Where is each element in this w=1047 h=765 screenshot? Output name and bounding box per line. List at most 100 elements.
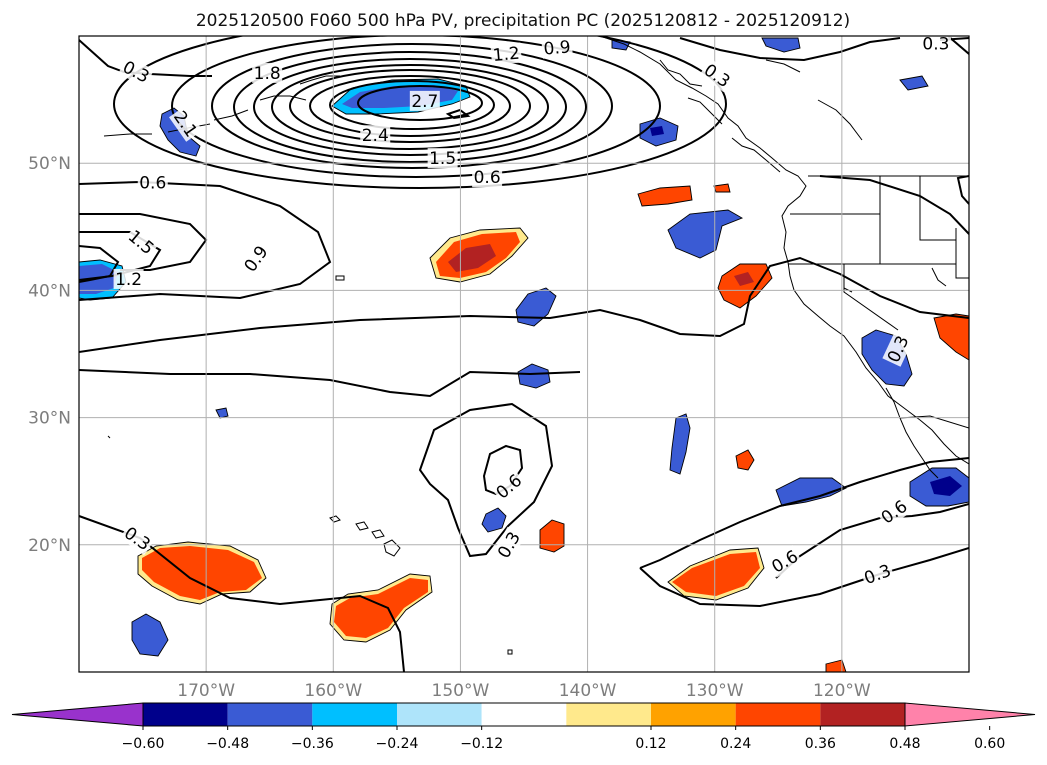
pv-contour	[775, 503, 969, 579]
island	[383, 539, 401, 557]
coastlines	[103, 36, 969, 479]
coastline	[687, 97, 723, 125]
coastline	[103, 133, 152, 137]
pv-contour	[289, 69, 531, 143]
lat-tick-label: 40°N	[28, 281, 71, 301]
pv-contour-label: 1.8	[252, 62, 283, 84]
island	[371, 529, 385, 539]
island	[335, 275, 345, 281]
pv-contour	[79, 256, 969, 353]
lat-tick-label: 20°N	[28, 536, 71, 556]
precip-positive-area	[933, 313, 969, 361]
precip-negative-area	[761, 37, 801, 53]
pv-label-text: 1.8	[254, 64, 281, 84]
pv-contour	[639, 547, 969, 608]
pv-label-text: 0.3	[922, 35, 949, 55]
pv-contour	[253, 58, 567, 156]
state-border	[955, 228, 969, 279]
pv-contour	[79, 369, 581, 398]
lat-tick-label: 50°N	[28, 154, 71, 174]
state-border	[843, 264, 899, 331]
coastline	[259, 95, 307, 101]
coastline	[659, 59, 703, 87]
island	[329, 515, 341, 523]
pv-label-text: 0.6	[139, 173, 166, 193]
lon-tick-label: 120°W	[813, 681, 871, 701]
pv-contour-label: 0.6	[137, 172, 168, 193]
pv-contour	[113, 36, 727, 189]
pv-contour	[357, 85, 483, 121]
pv-contour-label: 1.2	[113, 268, 144, 290]
coastline	[885, 387, 939, 479]
precip-negative-area	[131, 613, 169, 657]
island	[507, 649, 513, 655]
precip-positive-area	[637, 185, 693, 207]
precip-positive-area	[713, 183, 731, 193]
precip-negative-area	[899, 75, 929, 91]
precip-negative-area	[667, 209, 744, 259]
map-frame	[78, 35, 970, 673]
colorbar-bin	[481, 703, 567, 726]
pv-label-text: 1.5	[429, 149, 456, 169]
coastline	[599, 36, 969, 465]
latitude-ticks: 20°N 30°N 40°N 50°N	[28, 154, 71, 556]
pv-contour	[271, 64, 549, 150]
precip-positive-area	[334, 578, 428, 638]
precip-negative-area	[215, 407, 229, 419]
lon-tick-label: 160°W	[304, 681, 362, 701]
pv-contour	[329, 80, 495, 130]
pv-contour	[679, 37, 901, 62]
pv-contour-label: 2.4	[360, 125, 391, 146]
pv-label-text: 0.6	[474, 168, 501, 188]
pv-label-text: 0.9	[543, 37, 572, 59]
coastline	[731, 137, 781, 173]
pv-contour-label: 0.9	[541, 36, 573, 60]
island	[355, 521, 369, 531]
pv-contour	[79, 180, 332, 301]
gridlines	[79, 36, 969, 672]
political-borders	[788, 175, 969, 429]
colorbar-tick-label: −0.36	[291, 736, 334, 752]
colorbar-bin	[820, 703, 905, 726]
pv-contour	[482, 444, 524, 496]
pv-contour	[445, 108, 471, 120]
state-border	[919, 176, 956, 241]
colorbar-bin	[735, 703, 821, 726]
coastline	[765, 59, 801, 73]
colorbar-tick-label: −0.48	[206, 736, 249, 752]
lon-tick-label: 140°W	[559, 681, 617, 701]
colorbar-bin	[397, 703, 482, 726]
map-panel: 0.3 1.81.2 0.90.30.32.72.1 2.41.50.60.61.5 0…	[28, 35, 970, 701]
pv-contour	[956, 175, 969, 205]
precip-positive-area	[717, 263, 773, 309]
lat-tick-label: 30°N	[28, 409, 71, 429]
pv-contour	[171, 36, 661, 178]
pv-contour-label: 0.3	[920, 35, 951, 55]
colorbar-tick-label: 0.12	[635, 736, 666, 752]
colorbar-tick-label: 0.24	[720, 736, 751, 752]
precip-positive-area	[825, 659, 847, 672]
colorbar-tick-label: −0.60	[122, 736, 165, 752]
colorbar-frame	[142, 702, 906, 727]
colorbar-tick-label: 0.36	[805, 736, 836, 752]
pv-contour	[79, 515, 405, 672]
figure-title: 2025120500 F060 500 hPa PV, precipitatio…	[196, 11, 850, 31]
pv-contour	[819, 175, 969, 235]
pv-contour-label: 1.5	[427, 148, 458, 169]
pv-contour	[233, 51, 587, 163]
colorbar-tick-label: 0.48	[889, 736, 920, 752]
colorbar-bin	[143, 703, 228, 726]
colorbar-bin	[651, 703, 736, 726]
colorbar-tick-label: 0.60	[974, 736, 1005, 752]
precip-positive-area	[735, 449, 755, 471]
precip-negative-area	[669, 413, 691, 475]
precipitation-fill	[79, 37, 969, 672]
pv-contour	[211, 43, 613, 169]
colorbar-bin	[312, 703, 397, 726]
precip-negative-area	[517, 363, 551, 389]
precip-negative-area	[481, 507, 507, 533]
lon-tick-label: 170°W	[177, 681, 235, 701]
pv-contour-label: 1.2	[490, 42, 523, 66]
precip-negative-area	[930, 476, 962, 496]
